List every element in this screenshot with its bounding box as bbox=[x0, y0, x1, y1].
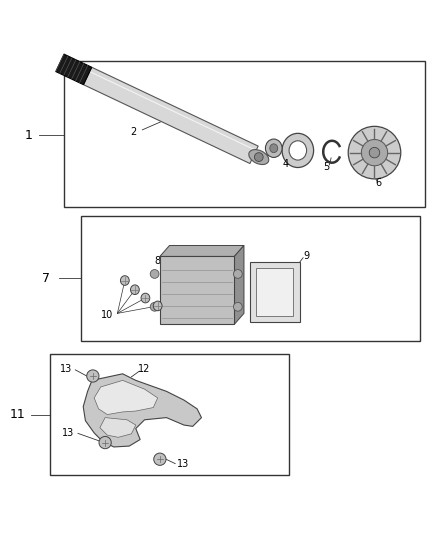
Ellipse shape bbox=[153, 301, 162, 311]
Bar bbox=[50, 354, 289, 474]
Ellipse shape bbox=[131, 285, 139, 295]
Text: 12: 12 bbox=[138, 365, 151, 374]
Text: 8: 8 bbox=[155, 256, 161, 266]
Circle shape bbox=[348, 126, 401, 179]
Bar bbox=[160, 256, 234, 324]
Text: 13: 13 bbox=[62, 428, 74, 438]
Polygon shape bbox=[56, 54, 92, 85]
Text: 7: 7 bbox=[42, 272, 50, 285]
Text: 9: 9 bbox=[304, 251, 310, 261]
Circle shape bbox=[233, 302, 242, 311]
Circle shape bbox=[233, 270, 242, 278]
Bar bbox=[256, 268, 293, 316]
Text: 2: 2 bbox=[131, 127, 137, 136]
Ellipse shape bbox=[120, 276, 129, 285]
Text: 11: 11 bbox=[10, 408, 25, 421]
Text: 3: 3 bbox=[258, 156, 264, 166]
Polygon shape bbox=[234, 246, 244, 324]
Circle shape bbox=[150, 302, 159, 311]
Bar bbox=[250, 262, 300, 322]
Polygon shape bbox=[160, 246, 244, 256]
Ellipse shape bbox=[282, 133, 314, 167]
Ellipse shape bbox=[249, 150, 269, 165]
Text: 13: 13 bbox=[177, 459, 189, 470]
Circle shape bbox=[254, 152, 263, 161]
Text: 1: 1 bbox=[25, 128, 32, 142]
Text: 5: 5 bbox=[323, 161, 329, 172]
Polygon shape bbox=[84, 67, 258, 164]
Circle shape bbox=[154, 453, 166, 465]
Polygon shape bbox=[83, 374, 201, 447]
Bar bbox=[64, 61, 425, 207]
Circle shape bbox=[87, 370, 99, 382]
Circle shape bbox=[369, 147, 380, 158]
Text: 6: 6 bbox=[376, 178, 382, 188]
Ellipse shape bbox=[265, 139, 282, 157]
Polygon shape bbox=[94, 381, 158, 415]
Text: 4: 4 bbox=[283, 159, 289, 169]
Circle shape bbox=[99, 437, 111, 449]
Polygon shape bbox=[100, 418, 136, 437]
Circle shape bbox=[361, 140, 388, 166]
Ellipse shape bbox=[289, 141, 307, 160]
Bar bbox=[81, 216, 420, 341]
Text: 13: 13 bbox=[60, 365, 73, 374]
Circle shape bbox=[150, 270, 159, 278]
Ellipse shape bbox=[270, 144, 278, 152]
Ellipse shape bbox=[141, 293, 150, 303]
Text: 10: 10 bbox=[101, 310, 113, 320]
